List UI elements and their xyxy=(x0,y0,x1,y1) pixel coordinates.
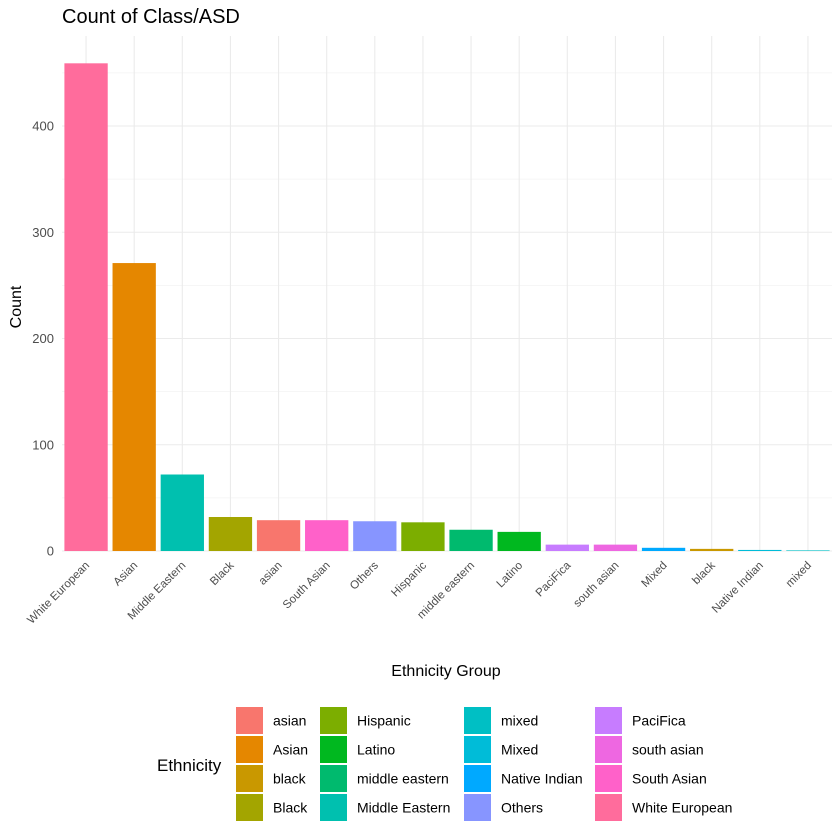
legend-swatch xyxy=(595,736,622,763)
x-tick-label: Black xyxy=(208,559,237,588)
bar xyxy=(208,517,253,551)
legend-label: Mixed xyxy=(501,742,538,758)
legend-item: White European xyxy=(595,794,732,821)
legend-item: mixed xyxy=(464,707,538,734)
bar xyxy=(401,522,445,551)
legend-label: asian xyxy=(273,713,306,729)
y-tick-label: 100 xyxy=(32,437,54,452)
legend-item: Asian xyxy=(236,736,308,763)
legend-label: Latino xyxy=(357,742,395,758)
legend-label: PaciFica xyxy=(632,713,686,729)
legend-item: Middle Eastern xyxy=(320,794,450,821)
legend-swatch xyxy=(320,765,347,792)
grid xyxy=(62,36,832,552)
x-axis-label: Ethnicity Group xyxy=(391,663,500,680)
x-tick-label: mixed xyxy=(784,560,814,590)
x-tick-label: Others xyxy=(348,559,381,592)
legend-item: Mixed xyxy=(464,736,538,763)
legend-swatch xyxy=(464,765,491,792)
legend-swatch xyxy=(236,736,263,763)
legend-item: Hispanic xyxy=(320,707,411,734)
bar xyxy=(64,63,108,551)
legend-label: south asian xyxy=(632,742,704,758)
legend-swatch xyxy=(464,794,491,821)
x-tick-label: White European xyxy=(25,560,92,627)
legend-swatch xyxy=(595,765,622,792)
y-tick-label: 300 xyxy=(32,225,54,240)
bar xyxy=(738,549,782,551)
legend-label: Asian xyxy=(273,742,308,758)
x-tick-label: Native Indian xyxy=(710,560,766,616)
legend-label: Middle Eastern xyxy=(357,800,450,816)
bar xyxy=(449,529,493,551)
legend-swatch xyxy=(236,794,263,821)
legend-label: black xyxy=(273,771,307,787)
bar xyxy=(593,544,638,551)
legend-title: Ethnicity xyxy=(157,756,222,775)
x-tick-label: PaciFica xyxy=(534,559,574,599)
bar xyxy=(353,521,397,551)
y-axis-ticks: 0 100 200 300 400 xyxy=(32,119,54,559)
bar xyxy=(497,531,541,551)
x-tick-label: asian xyxy=(257,560,285,588)
bar xyxy=(545,544,589,551)
legend-item: Others xyxy=(464,794,543,821)
bar xyxy=(690,548,734,551)
x-tick-label: Latino xyxy=(495,560,526,591)
bar xyxy=(641,547,686,551)
x-tick-label: Asian xyxy=(111,560,140,589)
legend-label: White European xyxy=(632,800,732,816)
x-tick-label: South Asian xyxy=(281,560,333,612)
y-tick-label: 400 xyxy=(32,119,54,134)
legend: asian Asian black Black Hispanic Latino middle… xyxy=(236,707,732,821)
legend-swatch xyxy=(595,794,622,821)
legend-item: Native Indian xyxy=(464,765,583,792)
legend-label: Black xyxy=(273,800,308,816)
legend-label: middle eastern xyxy=(357,771,449,787)
bars xyxy=(64,63,830,551)
bar xyxy=(160,474,204,551)
legend-item: Black xyxy=(236,794,308,821)
legend-label: Hispanic xyxy=(357,713,411,729)
legend-label: mixed xyxy=(501,713,538,729)
legend-item: Latino xyxy=(320,736,395,763)
legend-swatch xyxy=(320,707,347,734)
y-tick-label: 200 xyxy=(32,331,54,346)
bar xyxy=(112,263,156,551)
legend-item: South Asian xyxy=(595,765,707,792)
legend-swatch xyxy=(236,707,263,734)
x-tick-label: Hispanic xyxy=(389,559,429,599)
legend-swatch xyxy=(320,794,347,821)
legend-label: Native Indian xyxy=(501,771,583,787)
legend-item: PaciFica xyxy=(595,707,686,734)
y-tick-label: 0 xyxy=(47,544,54,559)
x-tick-label: Mixed xyxy=(639,560,669,590)
chart-title: Count of Class/ASD xyxy=(62,6,240,28)
x-tick-label: black xyxy=(690,559,718,587)
legend-swatch xyxy=(464,736,491,763)
legend-swatch xyxy=(236,765,263,792)
legend-swatch xyxy=(595,707,622,734)
y-axis-label: Count xyxy=(8,285,25,328)
bar xyxy=(305,520,349,551)
legend-swatch xyxy=(464,707,491,734)
bar xyxy=(256,520,301,551)
legend-swatch xyxy=(320,736,347,763)
legend-item: south asian xyxy=(595,736,704,763)
legend-item: asian xyxy=(236,707,306,734)
x-tick-label: south asian xyxy=(571,560,621,610)
legend-item: middle eastern xyxy=(320,765,449,792)
legend-label: Others xyxy=(501,800,543,816)
legend-label: South Asian xyxy=(632,771,707,787)
legend-item: black xyxy=(236,765,307,792)
bar xyxy=(786,550,830,551)
